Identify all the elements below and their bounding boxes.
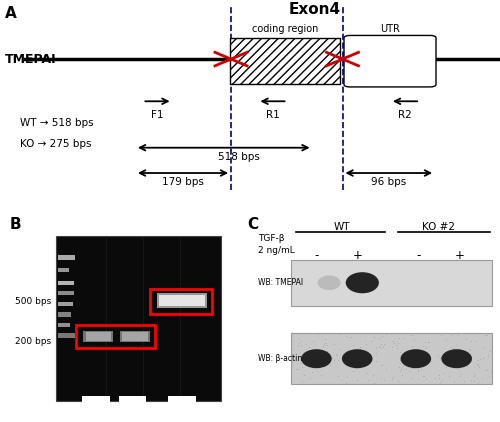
Text: WT → 518 bps: WT → 518 bps — [20, 118, 94, 128]
Text: TGF-β: TGF-β — [258, 234, 284, 243]
Text: TMEPAI: TMEPAI — [5, 53, 57, 65]
Bar — [58, 312, 70, 316]
Ellipse shape — [442, 349, 472, 368]
Text: WT: WT — [334, 222, 350, 232]
Bar — [120, 331, 150, 342]
Text: R1: R1 — [266, 110, 280, 120]
Text: WT: WT — [173, 399, 191, 409]
Text: KO → 275 bps: KO → 275 bps — [20, 139, 92, 149]
Text: R2: R2 — [398, 110, 412, 120]
Bar — [159, 295, 205, 306]
Bar — [83, 331, 113, 342]
Text: -: - — [314, 249, 318, 262]
Text: +: + — [454, 249, 464, 262]
Bar — [122, 333, 148, 341]
Text: 179 bps: 179 bps — [162, 177, 204, 187]
Text: coding region: coding region — [252, 24, 318, 34]
Text: C: C — [248, 217, 258, 233]
Bar — [76, 325, 154, 348]
Text: WB: TMEPAI: WB: TMEPAI — [258, 278, 303, 287]
Text: 518 bps: 518 bps — [218, 152, 260, 162]
Ellipse shape — [342, 349, 372, 368]
Bar — [291, 333, 492, 384]
Ellipse shape — [318, 275, 340, 290]
Bar — [58, 281, 74, 285]
Text: -: - — [416, 249, 420, 262]
Bar — [58, 255, 74, 260]
Bar — [150, 289, 212, 314]
Text: 200 bps: 200 bps — [15, 337, 51, 346]
Text: #2: #2 — [124, 399, 141, 409]
Bar — [56, 236, 221, 401]
Bar — [157, 293, 208, 308]
Ellipse shape — [301, 349, 332, 368]
Bar — [58, 302, 72, 306]
FancyBboxPatch shape — [344, 35, 436, 87]
Bar — [58, 323, 70, 327]
Bar — [58, 333, 74, 338]
Text: KO #2: KO #2 — [422, 222, 456, 232]
Text: B: B — [10, 217, 21, 233]
FancyBboxPatch shape — [82, 396, 110, 413]
FancyBboxPatch shape — [119, 396, 146, 413]
Text: Exon4: Exon4 — [289, 2, 341, 17]
Bar — [86, 333, 111, 341]
Bar — [230, 38, 340, 84]
Text: 500 bps: 500 bps — [15, 297, 51, 306]
Text: 2 ng/mL: 2 ng/mL — [258, 246, 294, 255]
Bar — [58, 291, 74, 295]
Text: A: A — [5, 6, 17, 22]
Text: WB: β-actin: WB: β-actin — [258, 354, 302, 363]
Ellipse shape — [346, 272, 379, 293]
Text: #1: #1 — [88, 399, 104, 409]
Text: UTR: UTR — [380, 24, 400, 34]
Text: +: + — [352, 249, 362, 262]
Text: F1: F1 — [151, 110, 164, 120]
Bar — [291, 260, 492, 306]
Bar — [58, 268, 69, 272]
Text: 96 bps: 96 bps — [371, 177, 406, 187]
FancyBboxPatch shape — [168, 396, 196, 413]
Ellipse shape — [400, 349, 431, 368]
